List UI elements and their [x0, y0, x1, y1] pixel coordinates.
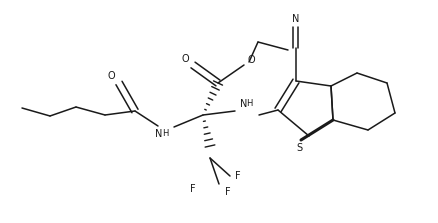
- Text: N: N: [240, 99, 247, 109]
- Text: F: F: [235, 171, 240, 181]
- Text: F: F: [225, 187, 230, 197]
- Text: N: N: [292, 14, 299, 24]
- Text: H: H: [162, 130, 168, 138]
- Text: N: N: [155, 129, 162, 139]
- Text: H: H: [245, 99, 251, 109]
- Text: F: F: [190, 184, 195, 194]
- Text: O: O: [107, 71, 115, 81]
- Text: S: S: [295, 143, 301, 153]
- Text: O: O: [247, 55, 254, 65]
- Text: O: O: [181, 54, 188, 64]
